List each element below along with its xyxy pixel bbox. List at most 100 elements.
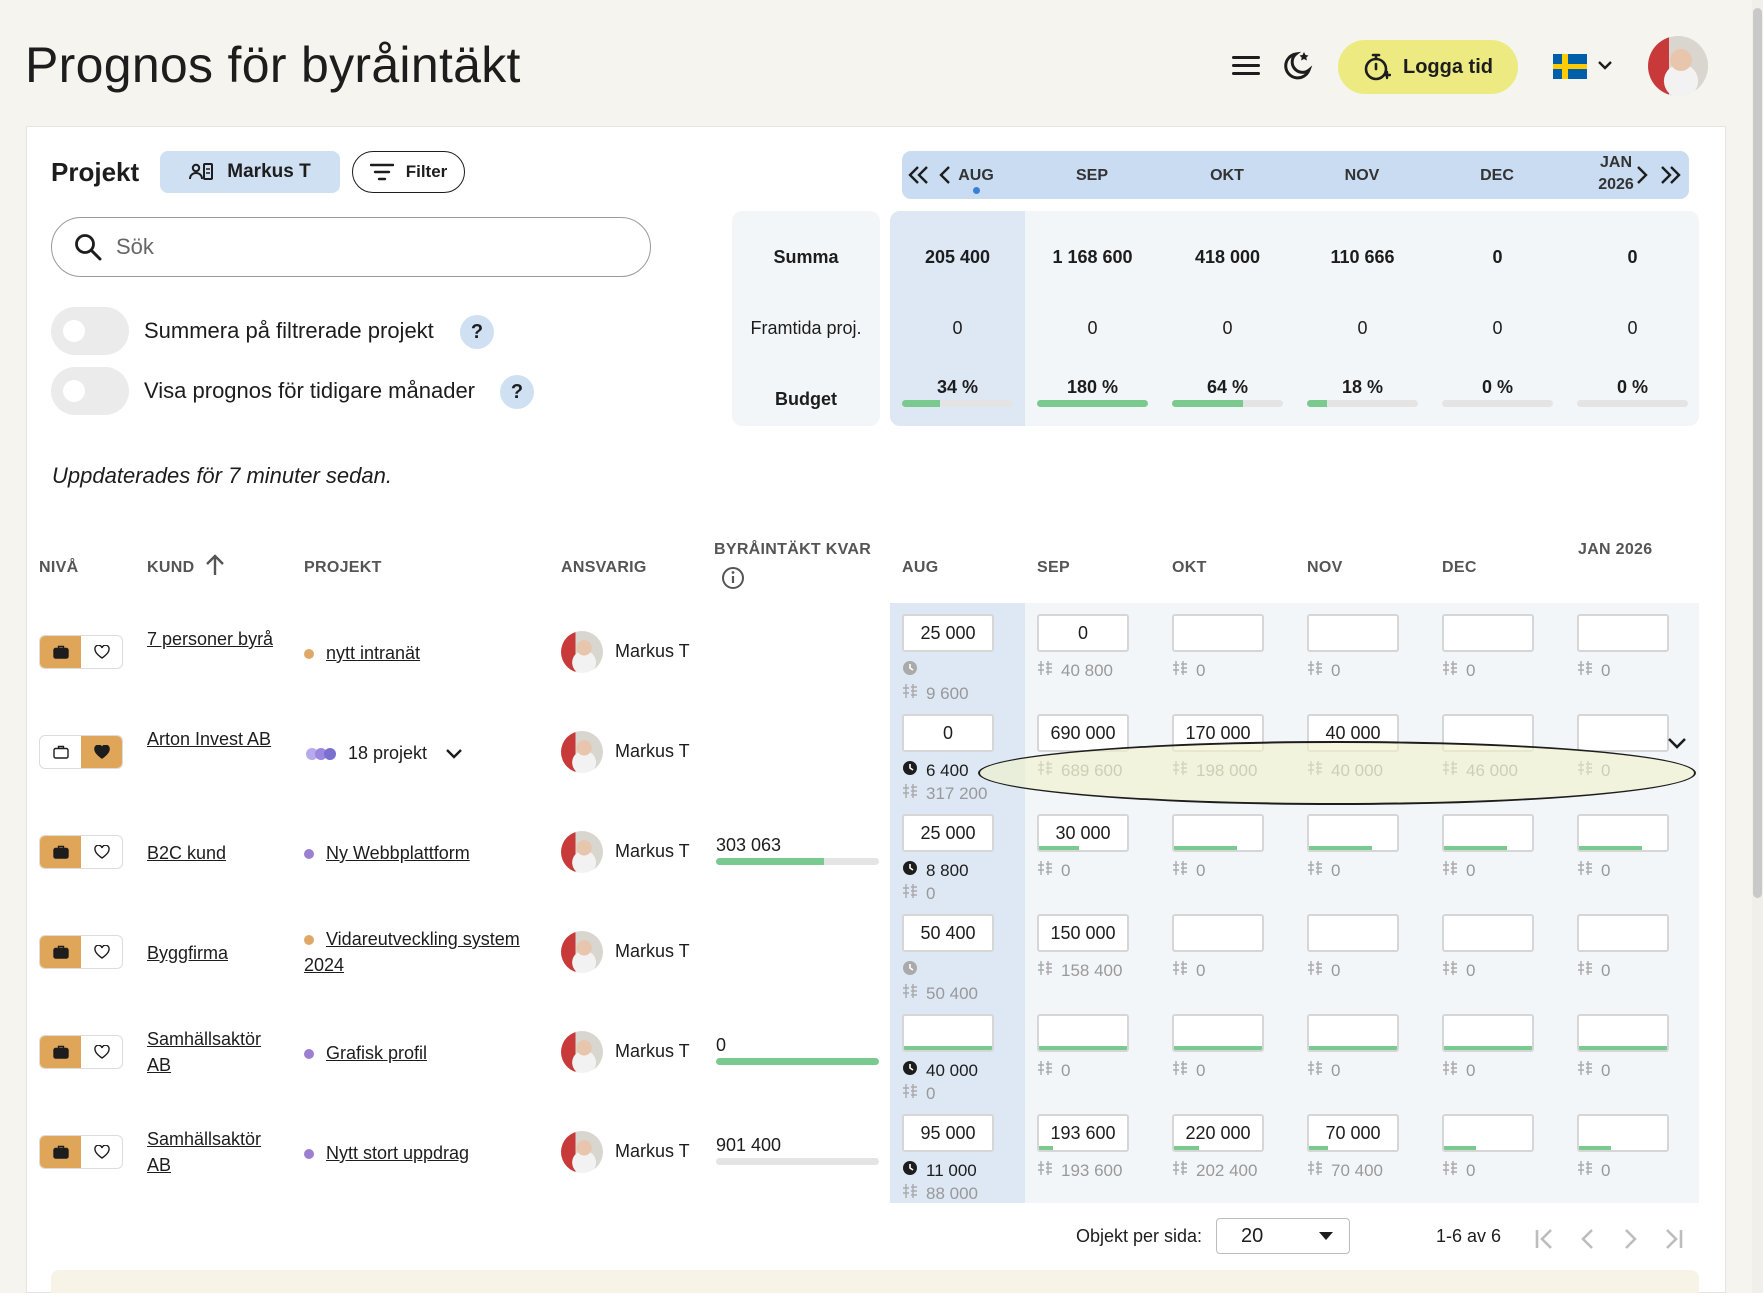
forecast-input[interactable]: 70 000 [1307, 1114, 1399, 1152]
scrollbar-thumb[interactable] [1753, 8, 1762, 898]
briefcase-icon[interactable] [40, 836, 81, 868]
swedish-flag-icon[interactable] [1553, 54, 1587, 79]
customer-link[interactable]: Byggfirma [147, 943, 229, 963]
forecast-input[interactable] [1442, 814, 1534, 852]
project-cell[interactable]: nytt intranät [304, 640, 534, 666]
forecast-input[interactable]: 0 [1037, 614, 1129, 652]
forecast-input[interactable]: 193 600 [1037, 1114, 1129, 1152]
briefcase-icon[interactable] [40, 636, 81, 668]
customer-link[interactable]: Arton Invest AB [147, 729, 272, 749]
help-icon[interactable]: ? [460, 315, 494, 349]
info-icon[interactable] [721, 566, 745, 590]
log-time-button[interactable]: Logga tid [1338, 40, 1518, 94]
project-cell[interactable]: Vidareutveckling system 2024 [304, 926, 534, 978]
col-customer[interactable]: KUND [147, 554, 226, 577]
expand-row-chevron-icon[interactable] [1667, 735, 1687, 751]
level-toggle[interactable] [39, 935, 123, 969]
project-cell[interactable]: 18 projekt [304, 740, 534, 766]
forecast-input[interactable] [1307, 914, 1399, 952]
per-page-select[interactable]: 20 [1216, 1218, 1350, 1254]
forecast-input[interactable] [1172, 814, 1264, 852]
double-chevron-left-icon[interactable] [908, 165, 930, 185]
chevron-down-icon[interactable] [1596, 56, 1614, 74]
chevron-left-icon[interactable] [938, 165, 952, 185]
briefcase-icon[interactable] [40, 1136, 81, 1168]
user-filter-button[interactable]: Markus T [160, 151, 340, 193]
project-link[interactable]: Nytt stort uppdrag [326, 1143, 470, 1163]
project-cell[interactable]: Ny Webbplattform [304, 840, 534, 866]
level-toggle[interactable] [39, 835, 123, 869]
user-avatar[interactable] [1648, 36, 1708, 96]
heart-icon[interactable] [81, 1036, 122, 1068]
briefcase-icon[interactable] [40, 936, 81, 968]
forecast-input[interactable] [1442, 914, 1534, 952]
forecast-input[interactable] [1442, 1014, 1534, 1052]
project-link[interactable]: nytt intranät [326, 643, 421, 663]
forecast-input[interactable] [1307, 614, 1399, 652]
forecast-input[interactable]: 25 000 [902, 814, 994, 852]
menu-icon[interactable] [1232, 56, 1260, 76]
forecast-input[interactable] [1577, 614, 1669, 652]
customer-link[interactable]: B2C kund [147, 843, 227, 863]
filter-button[interactable]: Filter [352, 151, 465, 193]
forecast-input[interactable] [1037, 1014, 1129, 1052]
toggle-sum-filtered[interactable] [51, 307, 129, 355]
next-page-icon[interactable] [1622, 1228, 1638, 1250]
month-nav-okt[interactable]: OKT [1210, 167, 1244, 184]
heart-icon[interactable] [81, 1136, 122, 1168]
heart-icon[interactable] [81, 736, 122, 768]
forecast-input[interactable] [1442, 614, 1534, 652]
project-link[interactable]: Grafisk profil [326, 1043, 428, 1063]
double-chevron-right-icon[interactable] [1659, 165, 1681, 185]
forecast-input[interactable]: 690 000 [1037, 714, 1129, 752]
forecast-input[interactable] [902, 1014, 994, 1052]
dark-mode-icon[interactable] [1282, 48, 1314, 82]
customer-link[interactable]: 7 personer byrå [147, 629, 274, 649]
project-link[interactable]: Vidareutveckling system 2024 [304, 929, 520, 975]
toggle-show-previous[interactable] [51, 367, 129, 415]
forecast-input[interactable]: 50 400 [902, 914, 994, 952]
project-link[interactable]: Ny Webbplattform [326, 843, 470, 863]
level-toggle[interactable] [39, 1035, 123, 1069]
forecast-input[interactable]: 30 000 [1037, 814, 1129, 852]
search-input[interactable]: Sök [51, 217, 651, 277]
level-toggle[interactable] [39, 635, 123, 669]
forecast-input[interactable]: 220 000 [1172, 1114, 1264, 1152]
month-nav-sep[interactable]: SEP [1075, 167, 1108, 184]
project-cell[interactable]: Grafisk profil [304, 1040, 534, 1066]
forecast-input[interactable]: 25 000 [902, 614, 994, 652]
forecast-input[interactable] [1172, 1014, 1264, 1052]
last-page-icon[interactable] [1662, 1228, 1684, 1250]
chevron-right-icon[interactable] [1635, 165, 1649, 185]
prev-page-icon[interactable] [1580, 1228, 1596, 1250]
level-toggle[interactable] [39, 1135, 123, 1169]
month-nav-nov[interactable]: NOV [1344, 167, 1380, 184]
heart-icon[interactable] [81, 936, 122, 968]
forecast-input[interactable]: 150 000 [1037, 914, 1129, 952]
first-page-icon[interactable] [1534, 1228, 1556, 1250]
chevron-down-icon[interactable] [427, 743, 463, 763]
forecast-input[interactable]: 95 000 [902, 1114, 994, 1152]
forecast-input[interactable] [1577, 1014, 1669, 1052]
forecast-input[interactable] [1172, 614, 1264, 652]
forecast-input[interactable] [1442, 1114, 1534, 1152]
briefcase-icon[interactable] [40, 736, 81, 768]
forecast-input[interactable] [1172, 914, 1264, 952]
help-icon[interactable]: ? [500, 375, 534, 409]
briefcase-icon[interactable] [40, 1036, 81, 1068]
forecast-input[interactable] [1307, 814, 1399, 852]
customer-link[interactable]: Samhällsaktör AB [147, 1029, 262, 1075]
forecast-input[interactable]: 0 [902, 714, 994, 752]
heart-icon[interactable] [81, 836, 122, 868]
forecast-input[interactable] [1577, 1114, 1669, 1152]
customer-link[interactable]: Samhällsaktör AB [147, 1129, 262, 1175]
project-cell[interactable]: Nytt stort uppdrag [304, 1140, 534, 1166]
heart-icon[interactable] [81, 636, 122, 668]
forecast-input[interactable] [1577, 714, 1669, 752]
month-nav-jan[interactable]: JAN [1599, 154, 1632, 171]
level-toggle[interactable] [39, 735, 123, 769]
month-nav-dec[interactable]: DEC [1480, 167, 1514, 184]
forecast-input[interactable] [1577, 814, 1669, 852]
forecast-input[interactable] [1307, 1014, 1399, 1052]
month-nav-aug[interactable]: AUG [958, 167, 994, 184]
